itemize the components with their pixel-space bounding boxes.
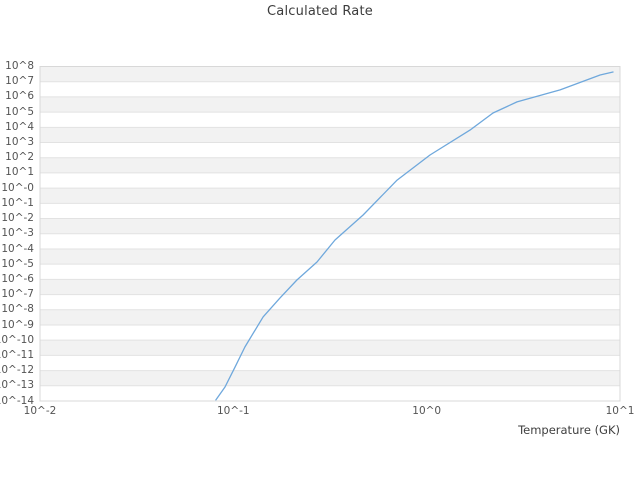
y-tick-label: 10^-11 [0, 348, 34, 361]
decade-band [40, 370, 620, 386]
chart-title: Calculated Rate [267, 4, 373, 19]
x-tick-label: 10^1 [605, 405, 635, 417]
y-tick-label: 10^-6 [1, 272, 34, 285]
y-tick-label: 10^6 [5, 90, 34, 103]
y-tick-label: 10^7 [5, 75, 34, 88]
y-tick-label: 10^-1 [1, 196, 34, 209]
y-tick-label: 10^3 [5, 136, 34, 148]
y-tick-label: 10^1 [5, 166, 34, 179]
y-tick-label: 10^5 [5, 105, 34, 118]
y-tick-label: 10^-8 [1, 303, 34, 316]
y-tick-label: 10^-10 [0, 333, 34, 346]
decade-band [40, 248, 620, 265]
x-tick-label: 10^-1 [216, 405, 250, 417]
y-tick-label: 10^-5 [1, 257, 34, 270]
decade-band [40, 218, 620, 234]
y-tick-label: 10^-4 [1, 242, 34, 255]
decade-band [40, 157, 620, 173]
y-tick-label: 10^8 [5, 60, 34, 72]
decade-band [40, 340, 620, 356]
decade-band [40, 309, 620, 325]
y-tick-label: 10^-2 [1, 212, 34, 224]
decade-band [40, 96, 620, 113]
y-tick-label: 10^-13 [0, 379, 34, 392]
decade-band [40, 279, 620, 295]
x-tick-label: 10^-2 [23, 405, 57, 417]
decade-band [40, 66, 620, 82]
x-axis-title: Temperature (GK) [518, 423, 620, 437]
x-tick-label: 10^0 [412, 405, 442, 417]
decade-band [40, 127, 620, 143]
y-tick-label: 10^-14 [0, 394, 34, 407]
rate-curve [215, 71, 614, 401]
plot-border [39, 66, 621, 402]
y-tick-label: 10^-0 [1, 181, 34, 194]
y-tick-label: 10^2 [5, 151, 34, 164]
y-tick-label: 10^-7 [1, 288, 34, 301]
y-tick-label: 10^4 [5, 120, 34, 133]
decade-band [40, 188, 620, 204]
y-tick-label: 10^-9 [1, 318, 34, 331]
y-tick-label: 10^-12 [0, 364, 34, 377]
y-tick-label: 10^-3 [1, 227, 34, 240]
